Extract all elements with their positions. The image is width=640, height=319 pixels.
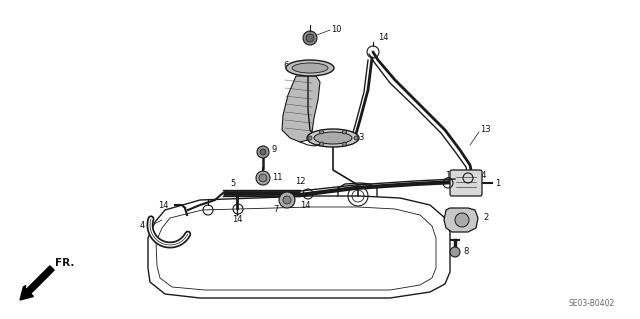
FancyBboxPatch shape (450, 170, 482, 196)
Circle shape (306, 34, 314, 42)
Ellipse shape (292, 63, 328, 73)
FancyArrow shape (20, 266, 54, 300)
Text: 3: 3 (358, 133, 364, 143)
Circle shape (257, 146, 269, 158)
Text: 9: 9 (272, 145, 277, 154)
Text: 14: 14 (476, 172, 486, 181)
Text: 7: 7 (273, 205, 278, 214)
Text: 8: 8 (463, 248, 468, 256)
Text: 2: 2 (483, 213, 488, 222)
Circle shape (455, 213, 469, 227)
Ellipse shape (314, 132, 352, 144)
Circle shape (319, 142, 323, 146)
Polygon shape (444, 208, 478, 232)
Circle shape (303, 31, 317, 45)
Ellipse shape (307, 129, 359, 147)
Circle shape (342, 142, 346, 146)
Text: 13: 13 (480, 125, 491, 135)
Text: 11: 11 (272, 174, 282, 182)
Text: 14: 14 (158, 201, 168, 210)
Text: 12: 12 (295, 177, 305, 187)
Circle shape (279, 192, 295, 208)
Circle shape (256, 171, 270, 185)
Text: 14: 14 (300, 201, 310, 210)
Circle shape (450, 247, 460, 257)
Text: 14: 14 (232, 216, 243, 225)
Text: 14: 14 (445, 170, 456, 180)
Text: 1: 1 (495, 179, 500, 188)
Circle shape (319, 130, 323, 134)
Text: SE03-B0402: SE03-B0402 (569, 299, 615, 308)
Text: 14: 14 (378, 33, 388, 42)
Text: 5: 5 (230, 179, 236, 188)
Text: 6: 6 (283, 61, 289, 70)
Text: FR.: FR. (55, 258, 74, 268)
Text: 10: 10 (331, 26, 342, 34)
Text: 4: 4 (140, 221, 145, 231)
Circle shape (308, 136, 312, 140)
Ellipse shape (286, 60, 334, 76)
Circle shape (260, 149, 266, 155)
Polygon shape (282, 76, 320, 142)
Circle shape (259, 174, 267, 182)
Circle shape (354, 136, 358, 140)
Circle shape (342, 130, 346, 134)
Circle shape (283, 196, 291, 204)
